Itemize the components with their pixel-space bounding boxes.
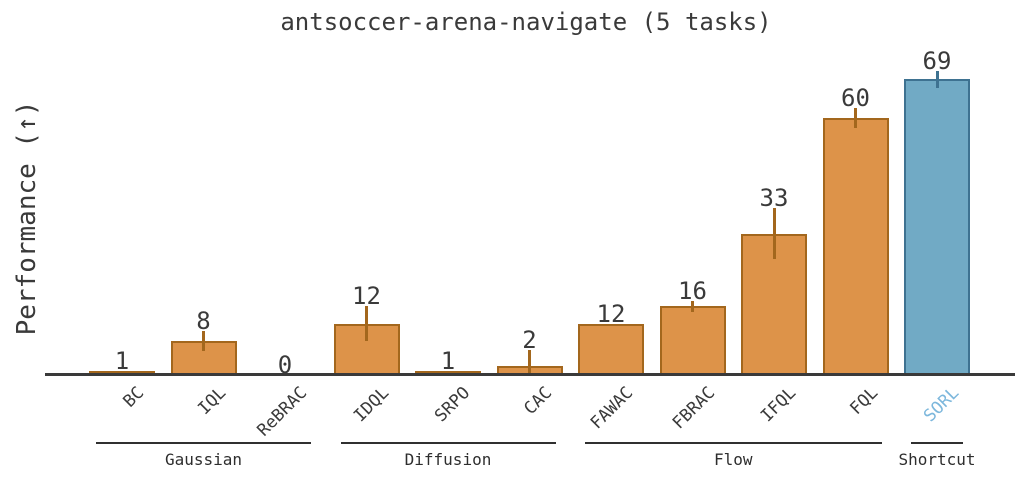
bar-value-label: 69 [922, 46, 952, 75]
bar [904, 79, 970, 375]
error-bar [691, 301, 694, 312]
bar [578, 323, 644, 375]
x-axis-line [45, 373, 1015, 376]
group-line [911, 442, 963, 444]
bar [659, 306, 726, 375]
error-bar [772, 207, 776, 260]
bar [89, 370, 155, 375]
group-label: Diffusion [404, 450, 492, 469]
error-bar [202, 330, 205, 351]
group-label: Gaussian [164, 450, 243, 469]
bar-value-label: 8 [196, 306, 211, 335]
group-label: Flow [713, 450, 753, 469]
bar-value-label: 1 [440, 346, 456, 375]
bar-value-label: 33 [759, 183, 789, 212]
error-bar [854, 108, 857, 128]
error-bar [935, 70, 939, 89]
chart-title: antsoccer-arena-navigate (5 tasks) [280, 8, 772, 36]
bar-value-label: 16 [678, 277, 707, 306]
bar-value-label: 12 [352, 282, 381, 311]
group-line [340, 442, 556, 444]
group-line [585, 442, 882, 444]
error-bar [365, 306, 368, 341]
group-line [96, 442, 311, 444]
group-label: Shortcut [898, 450, 976, 469]
bar [822, 118, 889, 375]
bar-value-label: 1 [114, 346, 130, 375]
bar-value-label: 2 [522, 326, 537, 355]
bar-value-label: 60 [841, 84, 870, 113]
bar-value-label: 12 [596, 299, 626, 328]
bar-value-label: 0 [277, 351, 293, 379]
bar [415, 370, 481, 375]
y-axis-label: Performance (↑) [12, 100, 42, 336]
error-bar [528, 350, 531, 375]
